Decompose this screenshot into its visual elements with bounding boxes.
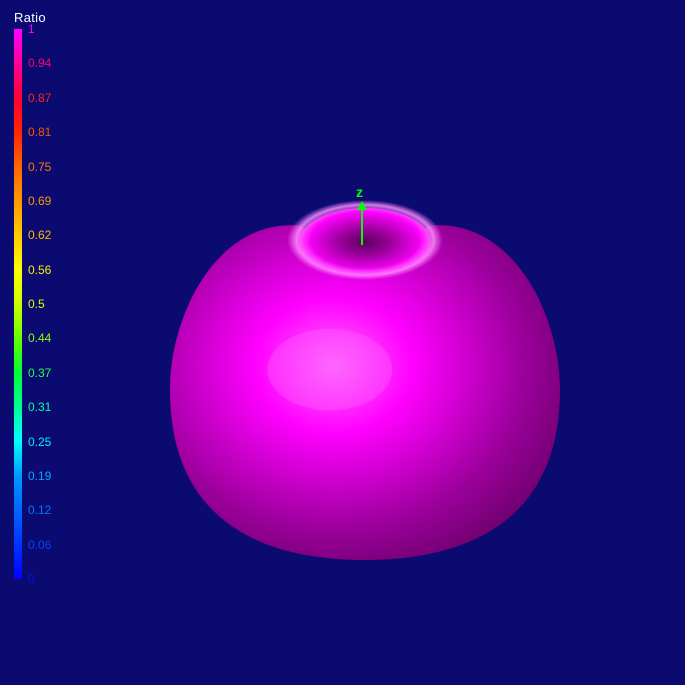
colorbar-ticks: 10.940.870.810.750.690.620.560.50.440.37… xyxy=(28,29,68,579)
colorbar-tick: 0.06 xyxy=(28,538,51,552)
colorbar-tick: 0.81 xyxy=(28,125,51,139)
colorbar-tick: 0.31 xyxy=(28,400,51,414)
colorbar-tick: 0.69 xyxy=(28,194,51,208)
colorbar-strip xyxy=(14,29,22,579)
colorbar: Ratio 10.940.870.810.750.690.620.560.50.… xyxy=(14,10,68,579)
colorbar-tick: 0 xyxy=(28,572,35,586)
colorbar-tick: 0.56 xyxy=(28,263,51,277)
z-axis-label: z xyxy=(356,184,363,200)
viewport: Ratio 10.940.870.810.750.690.620.560.50.… xyxy=(0,0,685,685)
colorbar-tick: 0.94 xyxy=(28,56,51,70)
colorbar-tick: 0.87 xyxy=(28,91,51,105)
colorbar-tick: 0.62 xyxy=(28,228,51,242)
colorbar-tick: 0.19 xyxy=(28,469,51,483)
colorbar-tick: 0.5 xyxy=(28,297,45,311)
z-axis-arrow-icon xyxy=(356,201,368,245)
colorbar-tick: 0.12 xyxy=(28,503,51,517)
colorbar-tick: 0.37 xyxy=(28,366,51,380)
colorbar-tick: 0.44 xyxy=(28,331,51,345)
colorbar-body: 10.940.870.810.750.690.620.560.50.440.37… xyxy=(14,29,68,579)
colorbar-tick: 0.75 xyxy=(28,160,51,174)
colorbar-tick: 1 xyxy=(28,22,35,36)
colorbar-tick: 0.25 xyxy=(28,435,51,449)
